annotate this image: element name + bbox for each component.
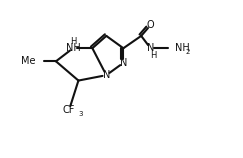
Text: N: N	[147, 43, 154, 53]
Text: CF: CF	[63, 105, 75, 115]
Text: 2: 2	[185, 49, 190, 55]
Text: N: N	[103, 70, 110, 80]
Text: 3: 3	[78, 111, 83, 117]
Text: Me: Me	[20, 56, 35, 66]
Text: NH: NH	[66, 43, 80, 53]
Text: O: O	[147, 20, 154, 30]
Text: N: N	[120, 58, 127, 68]
Text: NH: NH	[174, 43, 189, 53]
Text: H: H	[70, 37, 76, 46]
Text: H: H	[150, 51, 157, 60]
